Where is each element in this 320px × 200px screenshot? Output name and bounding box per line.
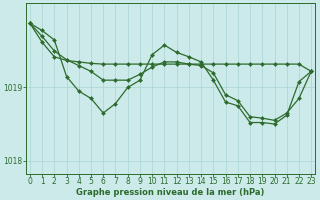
X-axis label: Graphe pression niveau de la mer (hPa): Graphe pression niveau de la mer (hPa)	[76, 188, 265, 197]
